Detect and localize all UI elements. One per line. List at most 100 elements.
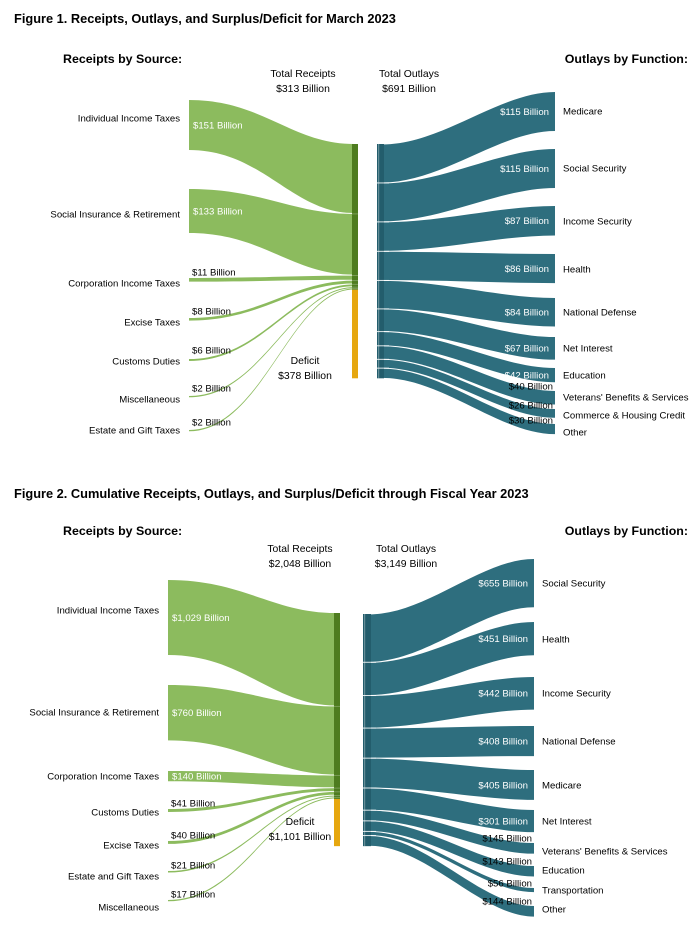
fig2-flow-miscellaneous [168,797,336,902]
figure2-deficit-value: $1,101 Billion [268,831,332,843]
fig1-target-label-health: Health [563,264,591,275]
figure1-deficit-value: $378 Billion [278,370,332,382]
fig1-target-value-education: $42 Billion [505,371,549,382]
fig2-receipts-bar-separator [334,787,340,789]
fig2-target-value-transportation: $56 Billion [488,878,532,889]
fig2-flow-social-security [369,559,534,662]
fig2-target-value-veterans-benefits-services: $145 Billion [482,833,532,844]
fig1-flow-other [382,368,555,435]
fig2-target-value-national-defense: $408 Billion [478,736,528,747]
fig2-outlays-bar-separator [363,695,376,697]
fig2-flow-social-insurance-retirement [168,685,336,775]
fig1-receipts-bar-separator [352,280,358,282]
fig1-outlays-bar-separator [377,308,389,310]
fig2-target-value-medicare: $405 Billion [478,780,528,791]
fig2-target-label-other: Other [542,904,567,915]
fig1-source-label-miscellaneous: Miscellaneous [119,394,180,405]
fig2-source-value-customs-duties: $41 Billion [171,798,215,809]
fig1-target-value-income-security: $87 Billion [505,216,549,227]
fig2-target-value-other: $144 Billion [482,896,532,907]
fig1-target-label-veterans-benefits-services: Veterans' Benefits & Services [563,392,689,403]
fig1-source-value-estate-and-gift-taxes: $2 Billion [192,417,231,428]
figure1-deficit-label: Deficit $378 Billion [240,355,370,384]
fig2-receipts-bar-separator [334,795,340,796]
fig1-source-label-social-insurance-retirement: Social Insurance & Retirement [50,209,180,220]
fig2-outlays-bar-separator [363,809,376,811]
fig1-flow-medicare [382,92,555,183]
figure2-total-outlays-value: $3,149 Billion [374,558,438,570]
fig1-outlays-bar [377,144,384,379]
fig1-source-label-customs-duties: Customs Duties [112,356,180,367]
fig1-flow-health [382,251,555,284]
fig1-target-value-medicare: $115 Billion [500,107,549,118]
fig1-target-value-net-interest: $67 Billion [505,344,549,355]
fig2-target-value-education: $143 Billion [482,856,532,867]
fig1-flow-commerce-housing-credit [382,359,555,418]
fig2-target-label-transportation: Transportation [542,885,604,896]
fig2-outlays-bar-separator [363,830,376,832]
fig1-outlays-bar-separator [377,182,389,184]
fig2-flow-education [369,821,534,877]
fig2-flow-veterans-benefits-services [369,810,534,854]
fig2-target-label-income-security: Income Security [542,688,611,699]
fig2-source-value-miscellaneous: $17 Billion [171,889,215,900]
fig2-flow-other [369,835,534,917]
fig2-flow-customs-duties [168,788,336,812]
fig1-outlays-bar-separator [377,358,389,360]
fig1-target-label-medicare: Medicare [563,106,602,117]
fig2-outlays-bar-separator [363,787,376,789]
fig1-source-value-miscellaneous: $2 Billion [192,383,231,394]
fig1-target-value-veterans-benefits-services: $40 Billion [509,381,553,392]
fig2-source-value-individual-income-taxes: $1,029 Billion [172,613,230,624]
fig2-outlays-bar-separator [363,661,376,663]
fig1-flow-national-defense [382,280,555,327]
fig1-source-label-individual-income-taxes: Individual Income Taxes [78,113,180,124]
fig2-target-value-health: $451 Billion [478,634,528,645]
fig1-source-value-excise-taxes: $8 Billion [192,306,231,317]
fig1-target-label-other: Other [563,427,588,438]
fig1-target-value-national-defense: $84 Billion [505,308,549,319]
fig1-target-label-commerce-housing-credit: Commerce & Housing Credit [563,410,685,421]
fig2-target-label-social-security: Social Security [542,578,606,589]
fig2-target-label-medicare: Medicare [542,780,581,791]
fig2-receipts-bar-separator [334,705,340,707]
fig1-target-label-education: Education [563,370,606,381]
fig1-flow-education [382,332,555,383]
fig1-flow-individual-income-taxes [189,100,354,214]
fig2-source-value-social-insurance-retirement: $760 Billion [172,708,222,719]
figure1-total-receipts: Total Receipts $313 Billion [238,68,368,97]
fig1-outlays-bar-separator [377,331,389,333]
fig2-outlays-bar-separator [363,757,376,759]
figure1-total-outlays: Total Outlays $691 Billion [344,68,474,97]
fig1-target-value-social-security: $115 Billion [500,164,549,175]
fig1-outlays-bar-separator [377,279,389,281]
fig2-target-label-net-interest: Net Interest [542,816,592,827]
fig1-receipts-bar-separator [352,275,358,276]
figure2-deficit-title: Deficit [285,817,315,828]
fig2-outlays-bar-separator [363,820,376,822]
figure1-total-receipts-label: Total Receipts [270,69,336,80]
figure1-title: Figure 1. Receipts, Outlays, and Surplus… [14,11,396,26]
fig2-target-label-national-defense: National Defense [542,736,616,747]
fig1-receipts-bar-separator [352,283,358,285]
fig1-deficit-bar [352,289,358,379]
figure2-total-receipts: Total Receipts $2,048 Billion [235,543,365,572]
figure1-outlays-heading: Outlays by Function: [564,52,688,66]
fig2-source-label-corporation-income-taxes: Corporation Income Taxes [47,771,159,782]
figure2-receipts-heading: Receipts by Source: [63,524,183,538]
figure1-deficit-title: Deficit [290,356,320,367]
fig1-outlays-bar-separator [377,345,389,347]
fig2-receipts-bar-separator [334,791,340,793]
figure1-total-outlays-label: Total Outlays [378,69,440,80]
figure1-total-outlays-value: $691 Billion [382,83,436,95]
fig2-source-value-excise-taxes: $40 Billion [171,830,215,841]
fig2-flow-net-interest [369,788,534,833]
fig1-receipts-bar [352,144,358,290]
fig1-target-value-commerce-housing-credit: $26 Billion [509,400,553,411]
figure2-title: Figure 2. Cumulative Receipts, Outlays, … [14,486,529,501]
fig1-outlays-bar-separator [377,221,389,223]
fig2-source-label-estate-and-gift-taxes: Estate and Gift Taxes [68,871,159,882]
fig1-outlays-bar-highlight [378,144,380,379]
fig2-target-label-veterans-benefits-services: Veterans' Benefits & Services [542,846,668,857]
